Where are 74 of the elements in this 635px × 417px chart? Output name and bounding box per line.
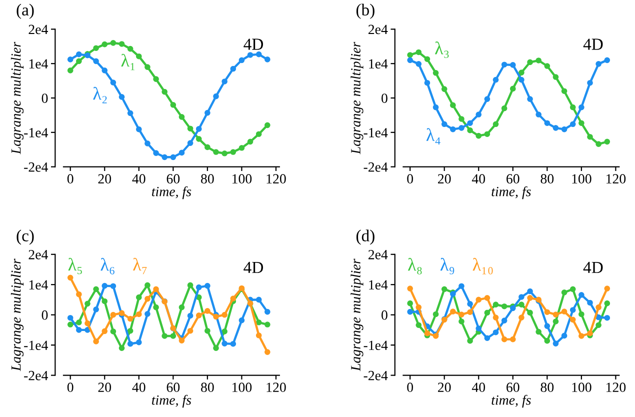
y-tick-label: -2e4 (24, 370, 48, 380)
chart-title: (c) (16, 230, 34, 245)
x-tick-label: 120 (606, 382, 626, 392)
series-label: λ₉ (440, 258, 454, 274)
x-tick-label: 60 (166, 382, 180, 392)
x-tick-label: 40 (472, 174, 486, 184)
y-tick-label: 0 (382, 310, 388, 320)
x-tick-label: 120 (606, 174, 626, 184)
y-tick-label: 2e4 (368, 250, 388, 260)
x-tick-label: 120 (266, 174, 286, 184)
x-tick-label: 100 (572, 174, 592, 184)
x-axis-title: time, fs (492, 394, 531, 408)
x-tick-label: 20 (438, 382, 451, 392)
chart-title: (d) (356, 230, 374, 245)
x-tick-label: 40 (472, 382, 486, 392)
y-tick-label: 0 (42, 94, 48, 103)
x-tick-label: 100 (572, 382, 592, 392)
x-tick-label: 0 (407, 174, 414, 184)
x-axis-title: time, fs (492, 186, 531, 200)
series-label: λ₁₀ (472, 258, 493, 274)
x-tick-label: 80 (540, 174, 554, 184)
series-label: λ₄ (426, 128, 440, 145)
y-tick-label: -1e4 (24, 128, 48, 138)
y-tick-label: -2e4 (364, 370, 388, 380)
x-tick-label: 60 (506, 174, 520, 184)
y-axis-title: Lagrange multiplier (350, 42, 364, 154)
x-tick-label: 20 (98, 174, 112, 184)
x-axis-title: time, fs (152, 394, 192, 408)
y-tick-label: 0 (42, 310, 48, 320)
y-tick-label: 2e4 (28, 250, 48, 260)
annotation: 4D (583, 262, 603, 273)
x-tick-label: 120 (266, 382, 286, 392)
x-tick-label: 100 (232, 174, 252, 184)
x-tick-label: 40 (132, 174, 146, 184)
series-label: λ₇ (133, 258, 147, 274)
y-tick-label: 1e4 (369, 59, 388, 69)
y-tick-label: -2e4 (364, 162, 388, 172)
series-label: λ₃ (435, 41, 449, 58)
x-tick-label: 60 (166, 174, 180, 184)
x-tick-label: 0 (67, 174, 74, 184)
y-tick-label: 1e4 (29, 59, 48, 69)
x-tick-label: 20 (98, 382, 112, 392)
x-tick-label: 100 (232, 382, 252, 392)
chart-title: (b) (356, 4, 374, 19)
y-tick-label: -1e4 (24, 340, 48, 350)
series-label: λ₈ (408, 258, 422, 274)
y-tick-label: 2e4 (28, 24, 48, 34)
x-tick-label: 80 (201, 174, 214, 184)
x-tick-label: 0 (407, 382, 414, 392)
chart-title: (a) (16, 4, 34, 19)
annotation: 4D (244, 38, 264, 50)
y-tick-label: -1e4 (364, 340, 388, 350)
series-label: λ₆ (100, 258, 114, 274)
x-axis-title: time, fs (152, 186, 192, 200)
y-tick-label: 1e4 (369, 280, 388, 290)
y-tick-label: 2e4 (368, 24, 388, 34)
series-label: λ₂ (93, 86, 107, 104)
y-tick-label: 1e4 (29, 280, 48, 290)
x-tick-label: 40 (132, 382, 146, 392)
annotation: 4D (583, 38, 603, 50)
y-tick-label: -1e4 (364, 128, 388, 138)
x-tick-label: 20 (438, 174, 451, 184)
y-axis-title: Lagrange multiplier (10, 42, 24, 154)
series-label: λ₁ (121, 54, 135, 70)
x-tick-label: 80 (201, 382, 214, 392)
annotation: 4D (244, 262, 264, 273)
y-tick-label: 0 (382, 94, 388, 103)
series-label: λ₅ (68, 258, 82, 274)
x-tick-label: 60 (506, 382, 520, 392)
y-tick-label: -2e4 (24, 162, 48, 172)
y-axis-title: Lagrange multiplier (10, 258, 24, 372)
x-tick-label: 0 (67, 382, 74, 392)
y-axis-title: Lagrange multiplier (350, 258, 364, 372)
x-tick-label: 80 (540, 382, 554, 392)
